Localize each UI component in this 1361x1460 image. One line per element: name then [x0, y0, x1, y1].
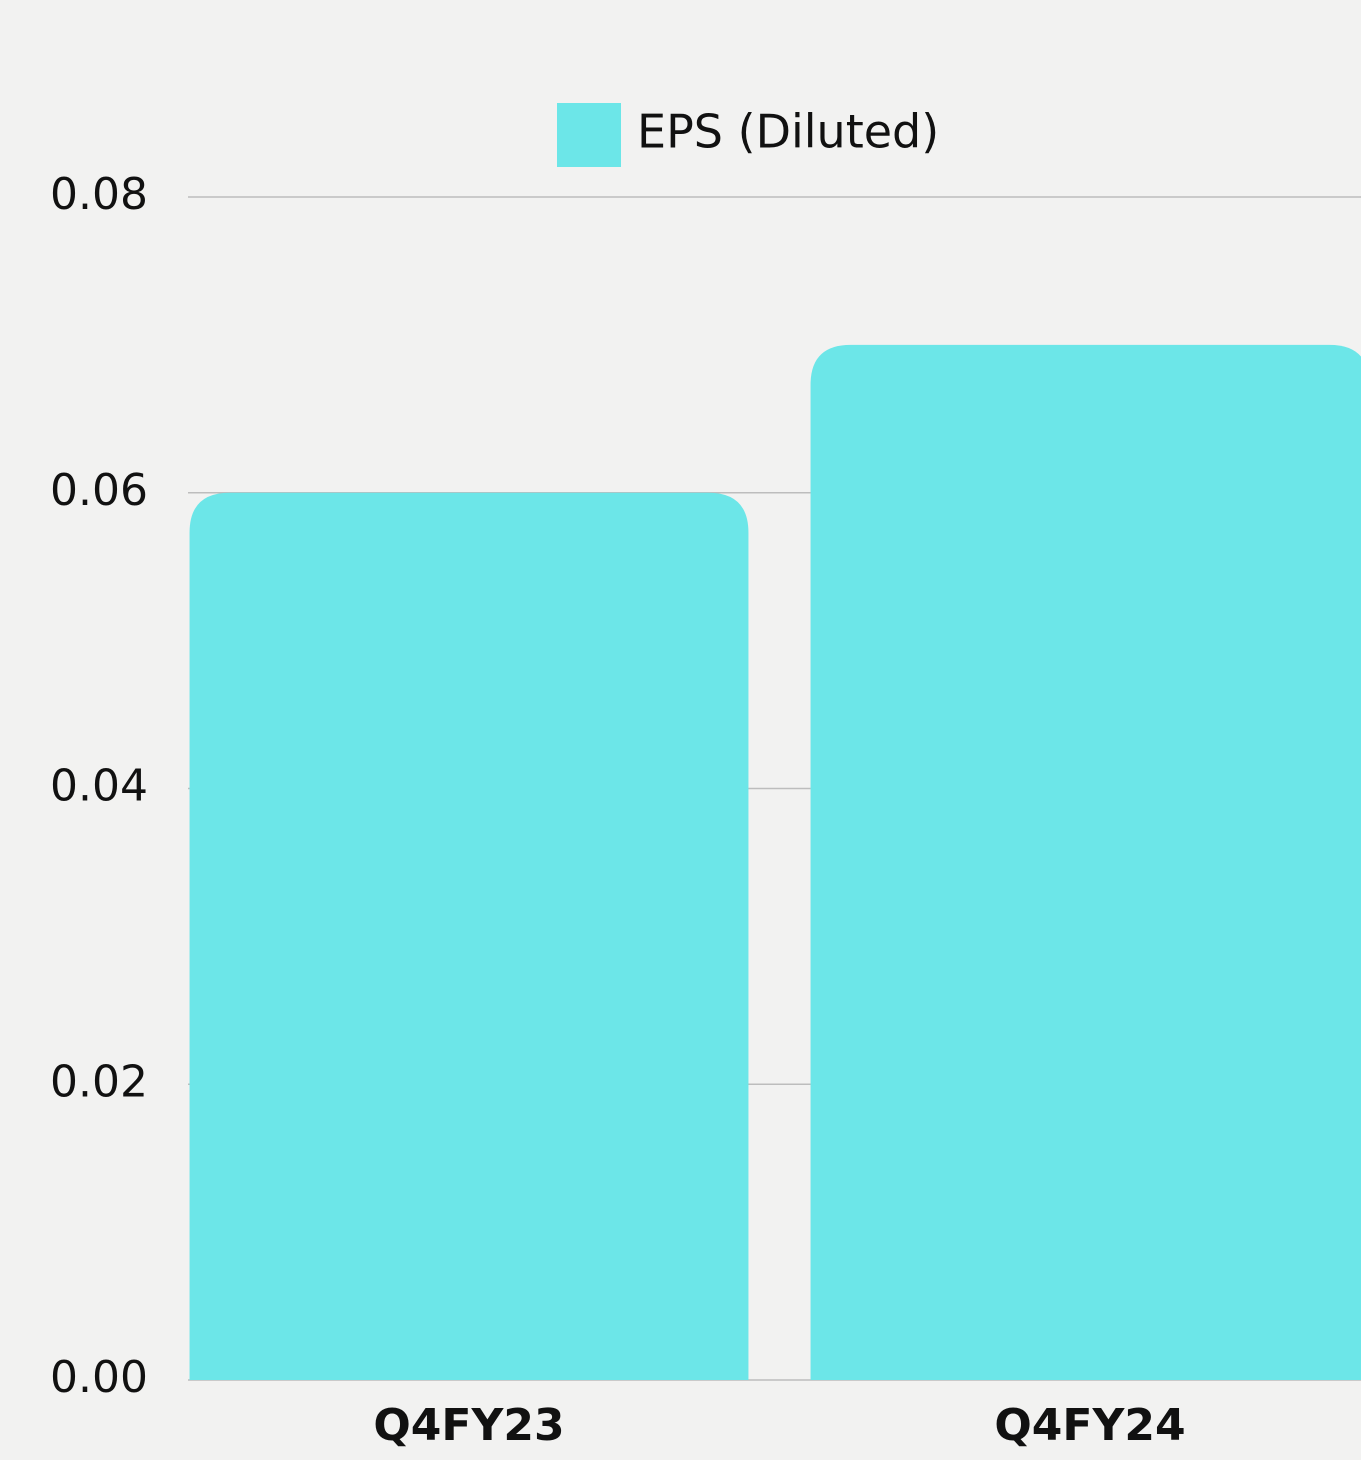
y-tick-label: 0.08 [50, 169, 148, 220]
y-tick-label: 0.06 [50, 465, 148, 516]
legend-label: EPS (Diluted) [637, 105, 939, 159]
x-tick-label: Q4FY23 [373, 1400, 564, 1451]
legend-swatch [557, 103, 621, 167]
y-tick-label: 0.00 [50, 1352, 148, 1403]
y-tick-label: 0.04 [50, 761, 148, 812]
y-tick-label: 0.02 [50, 1056, 148, 1107]
bar [810, 344, 1361, 1380]
bar [189, 492, 749, 1380]
x-tick-label: Q4FY24 [994, 1400, 1185, 1451]
